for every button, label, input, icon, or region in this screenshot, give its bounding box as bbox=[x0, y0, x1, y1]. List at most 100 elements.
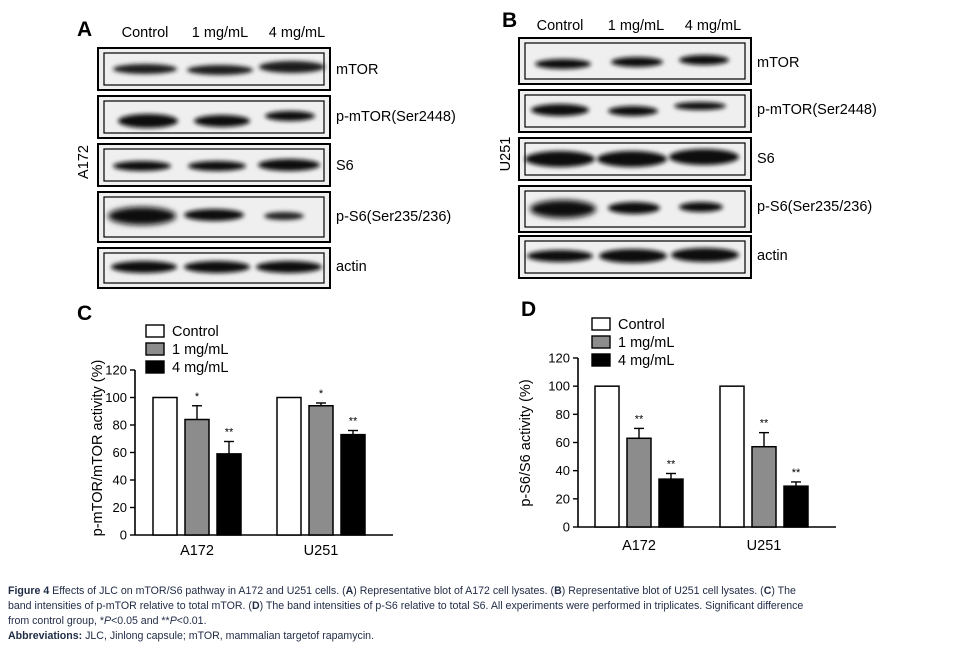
y-tick-label: 0 bbox=[563, 520, 570, 535]
figure-caption: Figure 4 Effects of JLC on mTOR/S6 pathw… bbox=[8, 584, 958, 644]
caption-abbreviations: Abbreviations: JLC, Jinlong capsule; mTO… bbox=[8, 630, 375, 642]
bar-4-mg-ml-u251 bbox=[783, 485, 809, 528]
bar-1-mg-ml-a172 bbox=[184, 418, 210, 536]
band bbox=[669, 149, 739, 165]
y-tick-label: 80 bbox=[113, 418, 127, 433]
row-label-p-mtor: p-mTOR(Ser2448) bbox=[757, 102, 877, 118]
bar-4-mg-ml-u251 bbox=[340, 433, 366, 536]
row-label-actin: actin bbox=[336, 259, 367, 275]
panel-letter-d: D bbox=[521, 298, 536, 321]
band bbox=[184, 261, 250, 273]
band bbox=[679, 202, 723, 212]
significance-mark: * bbox=[319, 388, 324, 400]
band bbox=[599, 249, 667, 263]
row-label-s6: S6 bbox=[336, 158, 354, 174]
bar-1-mg-ml-u251 bbox=[751, 445, 777, 528]
row-label-actin: actin bbox=[757, 248, 788, 264]
y-tick-label: 100 bbox=[548, 379, 570, 394]
x-category-label-u251: U251 bbox=[304, 543, 339, 559]
band bbox=[108, 207, 176, 225]
significance-mark: ** bbox=[349, 416, 358, 428]
blot-row-s6: S6 bbox=[518, 137, 775, 181]
significance-mark: * bbox=[195, 391, 200, 403]
blot-row-p-mtor: p-mTOR(Ser2448) bbox=[97, 95, 456, 139]
legend-label-4-mg-ml: 4 mg/mL bbox=[618, 353, 674, 369]
band bbox=[265, 111, 315, 121]
y-tick-label: 0 bbox=[120, 528, 127, 543]
y-tick-label: 20 bbox=[556, 491, 570, 506]
y-tick-label: 60 bbox=[556, 435, 570, 450]
bar-1-mg-ml-u251 bbox=[308, 405, 334, 536]
band bbox=[187, 65, 253, 75]
band bbox=[259, 61, 325, 73]
caption-line-1: Figure 4 Effects of JLC on mTOR/S6 pathw… bbox=[8, 585, 796, 597]
blot-row-mtor: mTOR bbox=[97, 47, 378, 91]
figure-canvas: A Control 1 mg/mL 4 mg/mL A172 mTOR p-mT… bbox=[76, 9, 877, 559]
bar-chart-p-mtor: Cp-mTOR/mTOR activity (%) 0 20 40 60 80 100 120… bbox=[77, 302, 393, 559]
bar-4-mg-ml-a172 bbox=[216, 453, 242, 536]
significance-mark: ** bbox=[225, 427, 234, 439]
figure-label: Figure 4 bbox=[8, 585, 50, 597]
band bbox=[611, 57, 663, 67]
legend-swatch-1-mg-ml bbox=[145, 342, 165, 356]
legend-label-1-mg-ml: 1 mg/mL bbox=[618, 335, 674, 351]
cell-line-label-u251: U251 bbox=[498, 137, 514, 172]
blot-row-actin: actin bbox=[518, 235, 788, 279]
band bbox=[194, 115, 250, 127]
legend-label-control: Control bbox=[172, 324, 219, 340]
row-label-p-mtor: p-mTOR(Ser2448) bbox=[336, 109, 456, 125]
western-blot-u251: B Control 1 mg/mL 4 mg/mL U251 mTOR p-mT… bbox=[498, 9, 877, 279]
y-tick-label: 80 bbox=[556, 407, 570, 422]
band bbox=[188, 161, 246, 171]
band bbox=[671, 248, 739, 262]
y-tick-label: 40 bbox=[113, 473, 127, 488]
blot-row-p-mtor: p-mTOR(Ser2448) bbox=[518, 89, 877, 133]
legend-swatch-control bbox=[145, 324, 165, 338]
x-category-label-a172: A172 bbox=[622, 538, 656, 554]
lane-label-1mg: 1 mg/mL bbox=[192, 25, 248, 41]
row-label-s6: S6 bbox=[757, 151, 775, 167]
band bbox=[113, 161, 171, 171]
significance-mark: ** bbox=[760, 418, 769, 430]
bar-control-a172 bbox=[594, 385, 620, 528]
band bbox=[608, 106, 658, 116]
band bbox=[597, 151, 667, 167]
abbreviations-label: Abbreviations: bbox=[8, 630, 83, 642]
band bbox=[118, 114, 178, 128]
band bbox=[258, 159, 320, 171]
lane-label-1mg: 1 mg/mL bbox=[608, 18, 664, 34]
band bbox=[527, 250, 593, 262]
bar-1-mg-ml-a172 bbox=[626, 437, 652, 528]
legend-swatch-1-mg-ml bbox=[591, 335, 611, 349]
panel-letter-b: B bbox=[502, 9, 517, 32]
lane-label-control: Control bbox=[122, 25, 169, 41]
y-tick-label: 20 bbox=[113, 500, 127, 515]
legend-swatch-4-mg-ml bbox=[145, 360, 165, 374]
blot-row-mtor: mTOR bbox=[518, 37, 799, 85]
lane-label-control: Control bbox=[537, 18, 584, 34]
lane-label-4mg: 4 mg/mL bbox=[685, 18, 741, 34]
legend-label-control: Control bbox=[618, 317, 665, 333]
significance-mark: ** bbox=[792, 467, 801, 479]
band bbox=[256, 261, 322, 273]
legend-label-1-mg-ml: 1 mg/mL bbox=[172, 342, 228, 358]
legend-swatch-4-mg-ml bbox=[591, 353, 611, 367]
y-tick-label: 120 bbox=[548, 351, 570, 366]
blot-row-p-s6: p-S6(Ser235/236) bbox=[97, 191, 451, 243]
band bbox=[531, 104, 589, 116]
band bbox=[525, 151, 595, 167]
y-tick-label: 40 bbox=[556, 463, 570, 478]
band bbox=[184, 209, 244, 221]
row-label-p-s6: p-S6(Ser235/236) bbox=[757, 199, 872, 215]
blot-row-s6: S6 bbox=[97, 143, 354, 187]
legend-label-4-mg-ml: 4 mg/mL bbox=[172, 360, 228, 376]
band bbox=[111, 261, 177, 273]
row-label-mtor: mTOR bbox=[336, 62, 378, 78]
y-tick-label: 100 bbox=[105, 390, 127, 405]
significance-mark: ** bbox=[667, 458, 676, 470]
significance-mark: ** bbox=[635, 413, 644, 425]
band bbox=[535, 59, 591, 69]
panel-letter-c: C bbox=[77, 302, 92, 325]
blot-row-p-s6: p-S6(Ser235/236) bbox=[518, 185, 872, 233]
bar-control-a172 bbox=[152, 396, 178, 536]
